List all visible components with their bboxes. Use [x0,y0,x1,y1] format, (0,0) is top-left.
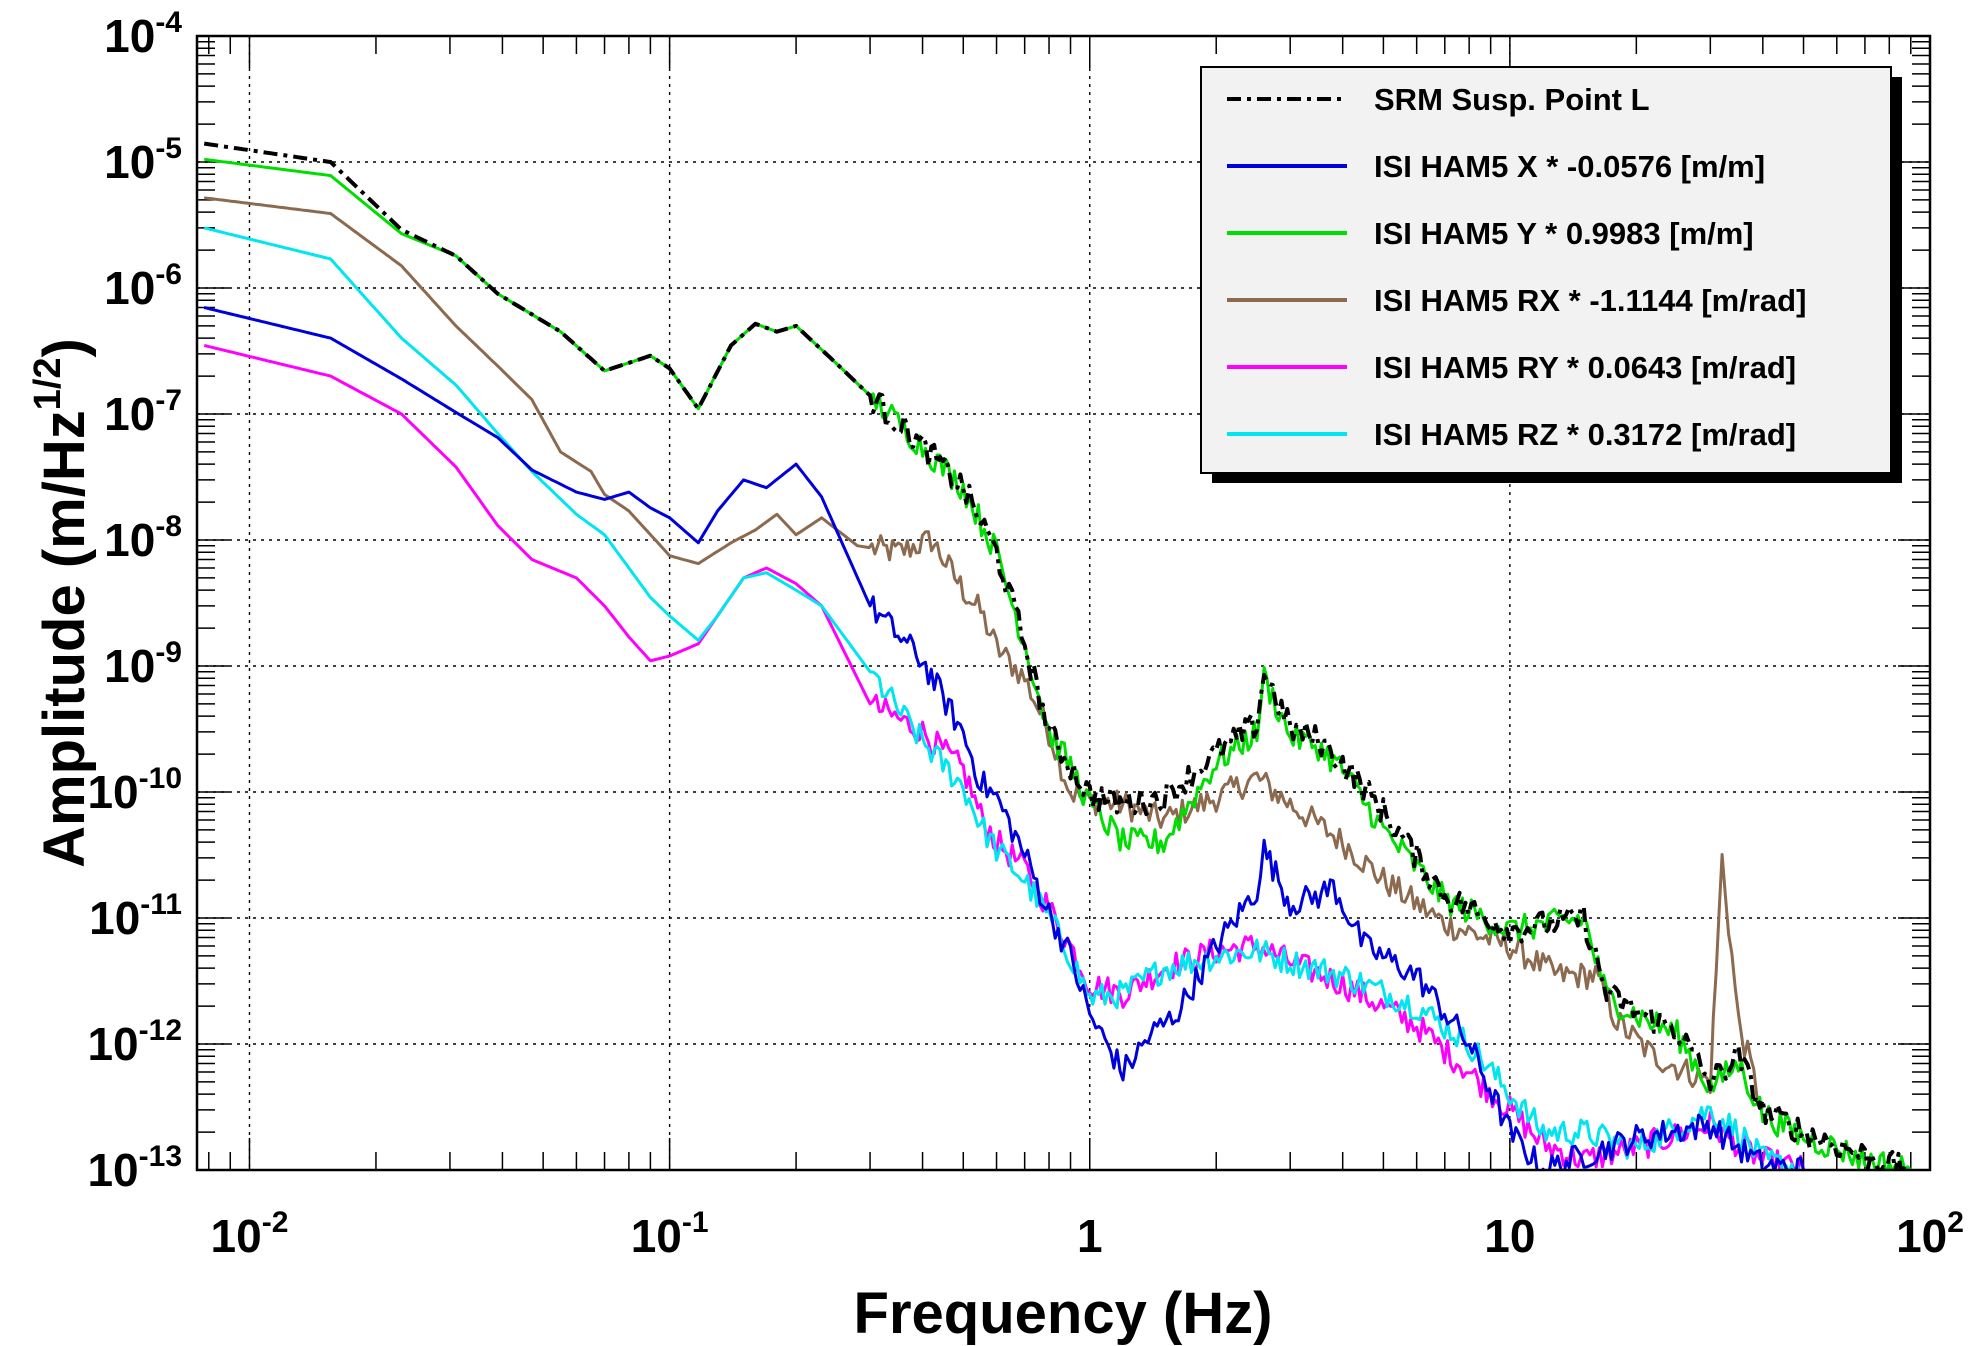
y-axis-title-base: Amplitude (m/Hz [32,410,97,868]
x-tick-label: 1 [1077,1210,1103,1262]
x-tick-sup: 2 [1947,1206,1964,1239]
plot-frame [195,34,1932,1172]
x-tick-base: 10 [211,1210,262,1262]
y-tick-sup: -8 [155,510,182,543]
x-tick-base: 1 [1077,1210,1103,1262]
y-tick-label: 10-4 [104,6,182,62]
x-tick-base: 10 [631,1210,682,1262]
y-tick-base: 10 [87,1018,138,1070]
legend-label: ISI HAM5 RZ * 0.3172 [m/rad] [1374,417,1796,452]
y-tick-base: 10 [87,766,138,818]
legend-label: ISI HAM5 Y * 0.9983 [m/m] [1374,216,1754,251]
y-tick-sup: -5 [155,132,182,165]
y-tick-base: 10 [87,1144,138,1196]
y-tick-label: 10-8 [104,510,182,566]
y-axis-title: Amplitude (m/Hz1/2) [27,338,97,868]
y-tick-sup: -4 [155,6,182,39]
series-line [204,196,1764,1112]
x-tick-label: 10-2 [211,1206,289,1262]
y-tick-base: 10 [104,388,155,440]
y-tick-label: 10-13 [87,1140,182,1196]
y-tick-label: 10-10 [87,762,182,818]
y-tick-base: 10 [104,640,155,692]
y-tick-sup: -6 [155,258,182,291]
y-tick-labels: 10-410-510-610-710-810-910-1010-1110-121… [87,6,182,1196]
y-tick-sup: -10 [139,762,182,795]
y-tick-sup: -11 [140,888,182,921]
y-tick-label: 10-9 [104,636,182,692]
y-tick-sup: -9 [155,636,182,669]
y-tick-sup: -7 [155,384,182,417]
y-tick-label: 10-7 [104,384,182,440]
x-axis-title: Frequency (Hz) [854,1281,1273,1346]
legend-box [1200,66,1892,474]
x-tick-sup: -1 [682,1206,709,1239]
y-tick-base: 10 [104,10,155,62]
y-axis-title-sup: 1/2 [27,357,69,410]
x-tick-labels: 10-2 10-1 1 10 102 [211,1206,1964,1262]
legend-label: ISI HAM5 X * -0.0576 [m/m] [1374,149,1765,184]
y-tick-label: 10-11 [89,888,182,944]
y-tick-label: 10-5 [104,132,182,188]
x-tick-base: 10 [1896,1210,1947,1262]
y-tick-base: 10 [104,136,155,188]
x-tick-label: 10 [1484,1210,1535,1262]
y-tick-label: 10-12 [87,1014,182,1070]
y-tick-base: 10 [104,262,155,314]
series-line [203,306,1805,1170]
y-axis-title-close: ) [32,338,97,357]
series-layer [203,141,1912,1170]
y-tick-base: 10 [89,892,140,944]
y-tick-base: 10 [104,514,155,566]
series-line [203,343,1805,1170]
legend-label: SRM Susp. Point L [1374,82,1650,117]
series-line [203,141,1911,1170]
x-tick-base: 10 [1484,1210,1535,1262]
y-tick-sup: -13 [139,1140,182,1173]
series-line [204,157,1912,1170]
x-tick-sup: -2 [262,1206,289,1239]
legend: SRM Susp. Point L ISI HAM5 X * -0.0576 [m… [1200,66,1902,483]
x-tick-label: 102 [1896,1206,1964,1262]
legend-label: ISI HAM5 RY * 0.0643 [m/rad] [1374,350,1796,385]
y-tick-label: 10-6 [104,258,182,314]
series-line [203,226,1804,1170]
legend-label: ISI HAM5 RX * -1.1144 [m/rad] [1374,283,1806,318]
y-tick-sup: -12 [139,1014,182,1047]
x-tick-label: 10-1 [631,1206,709,1262]
